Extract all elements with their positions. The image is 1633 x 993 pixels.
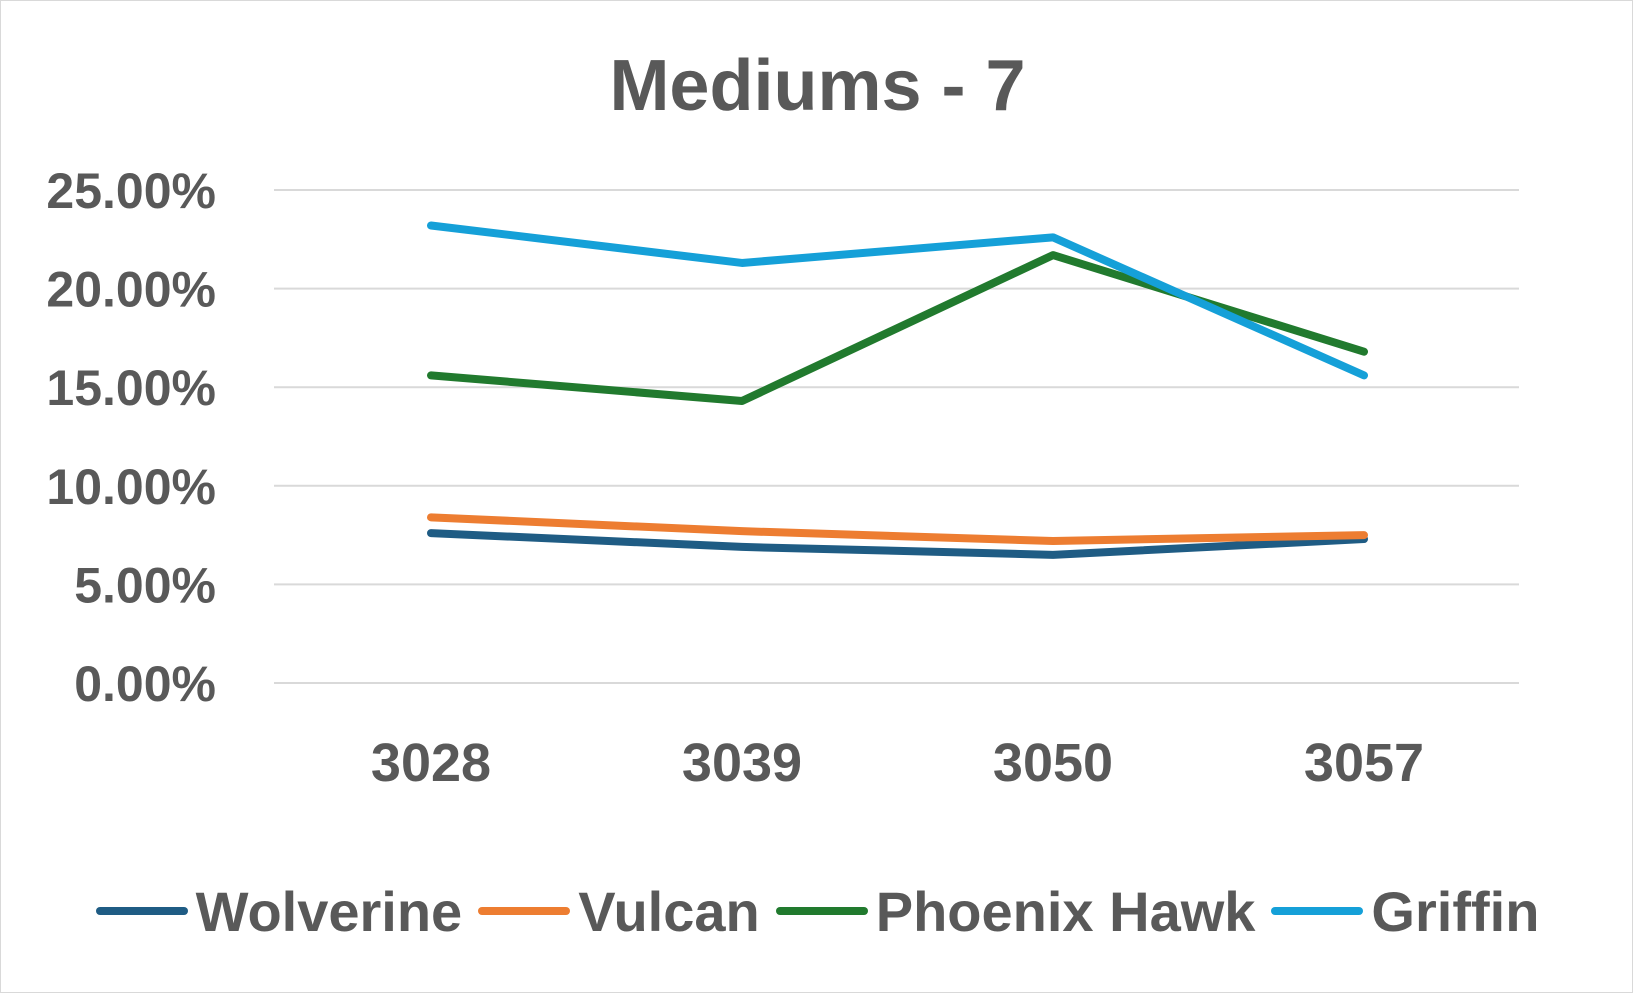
series-line-wolverine: [427, 529, 1368, 559]
legend-label: Wolverine: [195, 879, 463, 943]
series-line-griffin: [427, 221, 1368, 380]
legend-item: Griffin: [1271, 879, 1539, 944]
y-tick-label: 15.00%: [46, 360, 216, 416]
y-tick-label: 0.00%: [74, 656, 216, 712]
line-chart-plot: 0.00% 5.00% 10.00% 15.00% 20.00% 25.00% 3028 30…: [46, 163, 1519, 793]
y-tick-label: 5.00%: [74, 557, 216, 613]
y-tick-label: 20.00%: [46, 262, 216, 318]
legend-swatch: [1271, 907, 1364, 915]
x-tick-label: 3050: [993, 733, 1113, 793]
legend-item: Wolverine: [95, 879, 463, 944]
series-line-vulcan: [427, 513, 1368, 546]
x-tick-label: 3028: [371, 733, 491, 793]
legend-label: Vulcan: [578, 879, 760, 943]
legend-label: Phoenix Hawk: [875, 879, 1256, 943]
y-tick-label: 25.00%: [46, 163, 216, 219]
legend-swatch: [775, 907, 868, 915]
legend-swatch: [478, 907, 571, 915]
legend-label: Griffin: [1371, 879, 1540, 943]
chart-title: Mediums - 7: [609, 46, 1026, 126]
x-tick-label: 3057: [1304, 733, 1424, 793]
legend-item: Vulcan: [478, 879, 760, 944]
chart-legend: Wolverine Vulcan Phoenix Hawk Griffin: [1, 871, 1633, 951]
legend-item: Phoenix Hawk: [775, 879, 1256, 944]
y-tick-label: 10.00%: [46, 459, 216, 515]
legend-swatch: [95, 907, 188, 915]
series-line-phoenix-hawk: [427, 251, 1368, 406]
x-tick-label: 3039: [682, 733, 802, 793]
